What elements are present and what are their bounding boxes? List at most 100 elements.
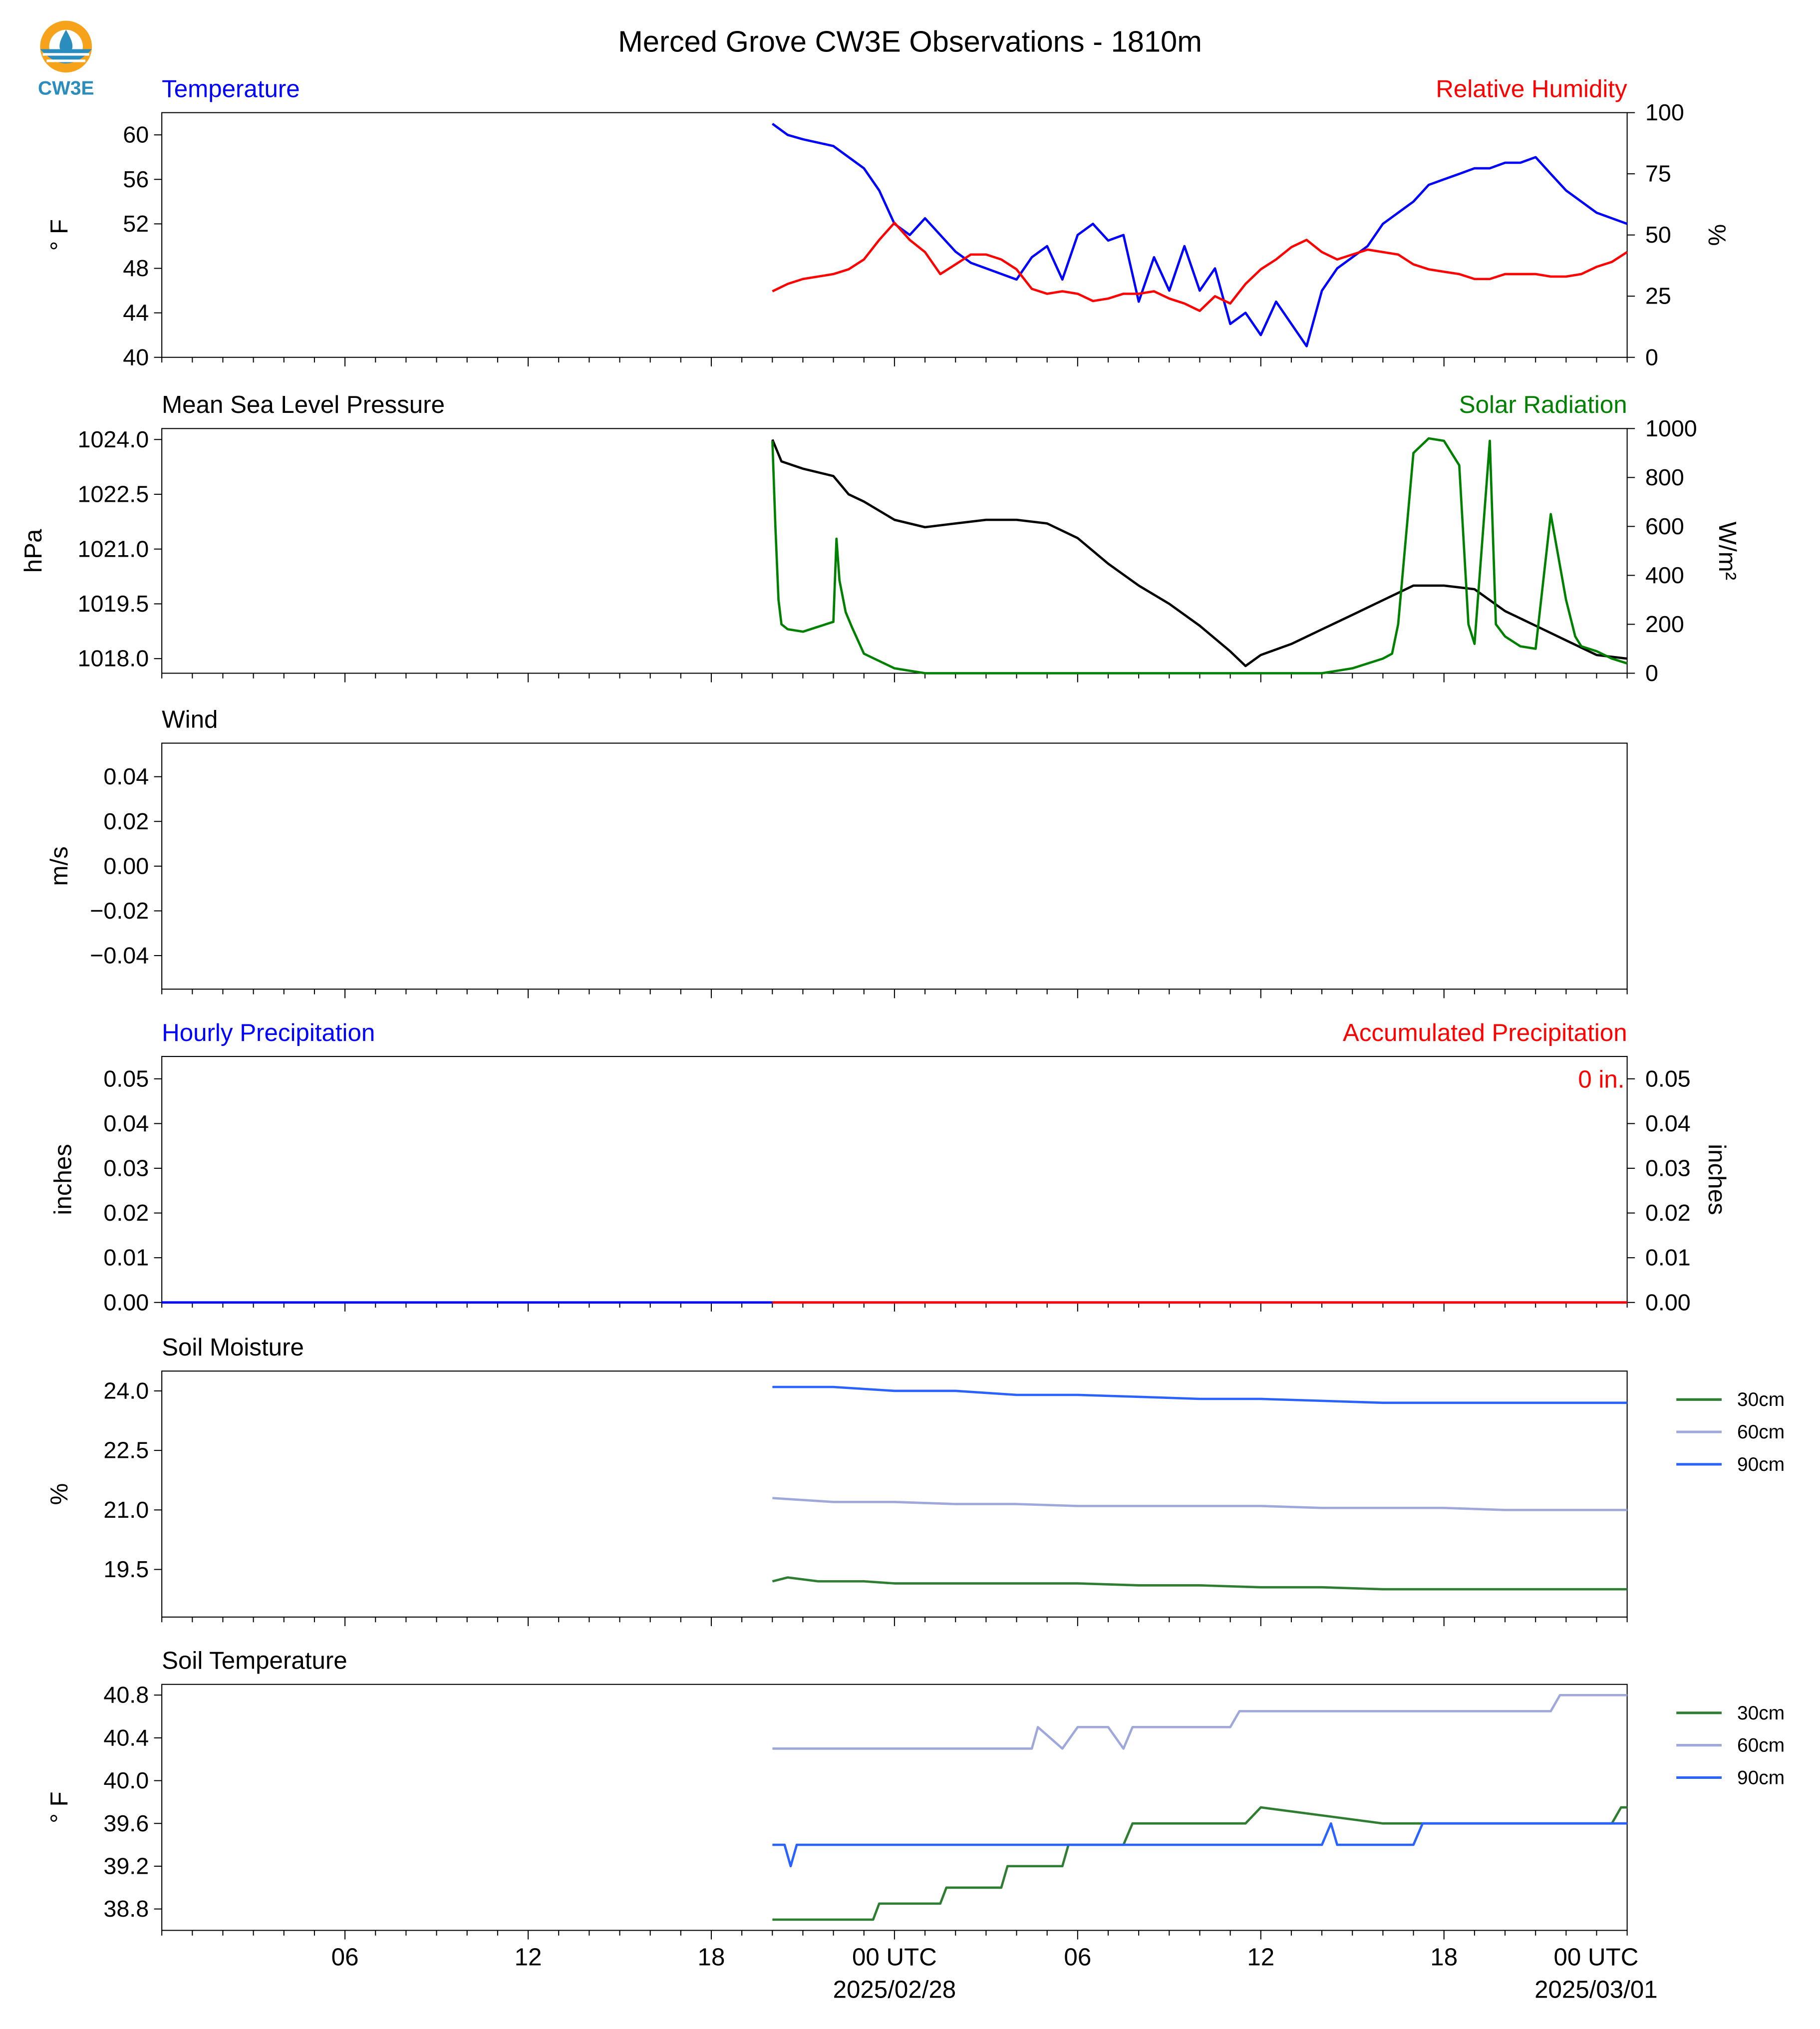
panel-title-right: Relative Humidity: [1436, 75, 1627, 102]
x-date-label: 2025/02/28: [833, 1976, 956, 2003]
panel-title-left: Temperature: [162, 75, 300, 102]
y-tick-label-left: 60: [123, 122, 149, 148]
y-tick-label-left: 40.0: [103, 1767, 149, 1793]
y-tick-label-left: 52: [123, 211, 149, 237]
y-tick-label-right: 0.02: [1645, 1200, 1691, 1226]
y-tick-label-right: 50: [1645, 222, 1671, 248]
series-90cm-line: [772, 1822, 1627, 1868]
y-tick-label-left: 24.0: [103, 1377, 149, 1403]
panel-title-left: Mean Sea Level Pressure: [162, 391, 445, 418]
panel-title-right: Solar Radiation: [1459, 391, 1627, 418]
y-tick-label-right: 0.01: [1645, 1245, 1691, 1271]
series-relative-humidity-line: [772, 221, 1628, 312]
y-tick-label-left: −0.04: [90, 943, 149, 969]
y-axis-label-right: inches: [1703, 1144, 1731, 1215]
y-axis-label-left: %: [45, 1483, 73, 1505]
x-tick-label: 18: [698, 1943, 725, 1971]
y-tick-label-left: 22.5: [103, 1437, 149, 1463]
y-tick-label-left: 1019.5: [78, 591, 149, 617]
legend: [1676, 1711, 1722, 1779]
y-tick-label-left: 44: [123, 300, 149, 326]
y-tick-label-left: 1022.5: [78, 481, 149, 507]
y-tick-label-left: 56: [123, 166, 149, 192]
y-axis-label-right: W/m²: [1714, 522, 1741, 581]
x-tick-label: 06: [331, 1943, 359, 1971]
figure-title: Merced Grove CW3E Observations - 1810m: [618, 25, 1202, 58]
legend: [1676, 1398, 1722, 1466]
legend-label-30cm: 30cm: [1737, 1389, 1785, 1410]
y-tick-label-left: 40: [123, 344, 149, 370]
panel-title-left: Soil Temperature: [162, 1647, 347, 1675]
plot-frame: [161, 1370, 1628, 1618]
x-tick-label: 18: [1430, 1943, 1458, 1971]
series-30cm-line: [772, 1576, 1627, 1591]
y-tick-label-right: 75: [1645, 161, 1671, 187]
y-tick-label-left: 0.04: [103, 1110, 149, 1136]
y-tick-label-left: 0.03: [103, 1155, 149, 1181]
panel-temperature: [154, 112, 1635, 366]
y-tick-label-right: 25: [1645, 283, 1671, 309]
y-tick-label-right: 0: [1645, 344, 1658, 370]
y-tick-label-right: 0.03: [1645, 1155, 1691, 1181]
panel-title-left: Hourly Precipitation: [162, 1019, 375, 1046]
y-tick-label-right: 400: [1645, 562, 1684, 588]
y-tick-label-left: 40.4: [103, 1724, 149, 1750]
x-tick-label: 12: [515, 1943, 542, 1971]
y-tick-label-left: 0.05: [103, 1065, 149, 1091]
x-date-label: 2025/03/01: [1534, 1976, 1658, 2003]
y-tick-label-left: 1024.0: [78, 426, 149, 452]
x-tick-label: 06: [1064, 1943, 1091, 1971]
y-tick-label-right: 200: [1645, 611, 1684, 637]
panel-soil-temperature: [154, 1684, 1722, 1940]
legend-label-90cm: 90cm: [1737, 1454, 1785, 1475]
y-tick-label-left: 39.6: [103, 1810, 149, 1836]
legend-label-90cm: 90cm: [1737, 1767, 1785, 1788]
cw3e-logo: CW3E: [28, 18, 103, 103]
y-tick-label-left: 48: [123, 255, 149, 281]
panel-soil-moisture: [154, 1370, 1722, 1627]
plot-frame: [161, 428, 1628, 674]
y-tick-label-left: 0.04: [103, 763, 149, 789]
y-tick-label-left: 1018.0: [78, 646, 149, 672]
legend-label-60cm: 60cm: [1737, 1735, 1785, 1756]
series-solar-radiation-line: [771, 437, 1628, 675]
y-tick-label-right: 0.05: [1645, 1065, 1691, 1091]
x-tick-label: 00 UTC: [1554, 1943, 1639, 1971]
y-tick-label-left: 40.8: [103, 1682, 149, 1708]
legend-label-60cm: 60cm: [1737, 1421, 1785, 1443]
x-tick-label: 12: [1247, 1943, 1274, 1971]
plot-frame: [161, 1684, 1628, 1931]
panel-hourly-precipitation: [154, 1056, 1635, 1312]
legend-label-30cm: 30cm: [1737, 1702, 1785, 1724]
y-axis-label-left: ° F: [45, 219, 73, 251]
panel-title-right: Accumulated Precipitation: [1343, 1019, 1627, 1046]
panel-wind: [154, 742, 1628, 999]
cw3e-logo-icon: [40, 20, 92, 73]
panel-mean-sea-level-pressure: [154, 428, 1635, 682]
y-tick-label-left: −0.02: [90, 898, 149, 924]
plot-frame: [161, 1056, 1628, 1303]
accumulated-total-label: 0 in.: [1578, 1065, 1624, 1093]
y-tick-label-left: 38.8: [103, 1896, 149, 1922]
y-tick-label-right: 0.00: [1645, 1289, 1691, 1315]
y-tick-label-right: 1000: [1645, 415, 1697, 441]
y-tick-label-right: 100: [1645, 99, 1684, 125]
plot-frame: [161, 742, 1628, 990]
y-axis-label-right: %: [1703, 224, 1731, 246]
panel-title-left: Wind: [162, 705, 218, 733]
y-axis-label-left: m/s: [45, 846, 73, 886]
y-tick-label-left: 0.01: [103, 1245, 149, 1271]
cw3e-logo-text: CW3E: [38, 77, 94, 100]
y-tick-label-right: 0: [1645, 660, 1658, 686]
series-mean-sea-level-pressure-line: [771, 439, 1627, 668]
y-tick-label-left: 0.02: [103, 808, 149, 834]
y-tick-label-right: 0.04: [1645, 1110, 1691, 1136]
y-tick-label-right: 600: [1645, 513, 1684, 539]
y-tick-label-left: 21.0: [103, 1497, 149, 1523]
y-axis-label-left: inches: [49, 1144, 77, 1215]
series-90cm-line: [772, 1385, 1627, 1404]
y-tick-label-right: 800: [1645, 464, 1684, 490]
series-60cm-line: [772, 1497, 1627, 1511]
